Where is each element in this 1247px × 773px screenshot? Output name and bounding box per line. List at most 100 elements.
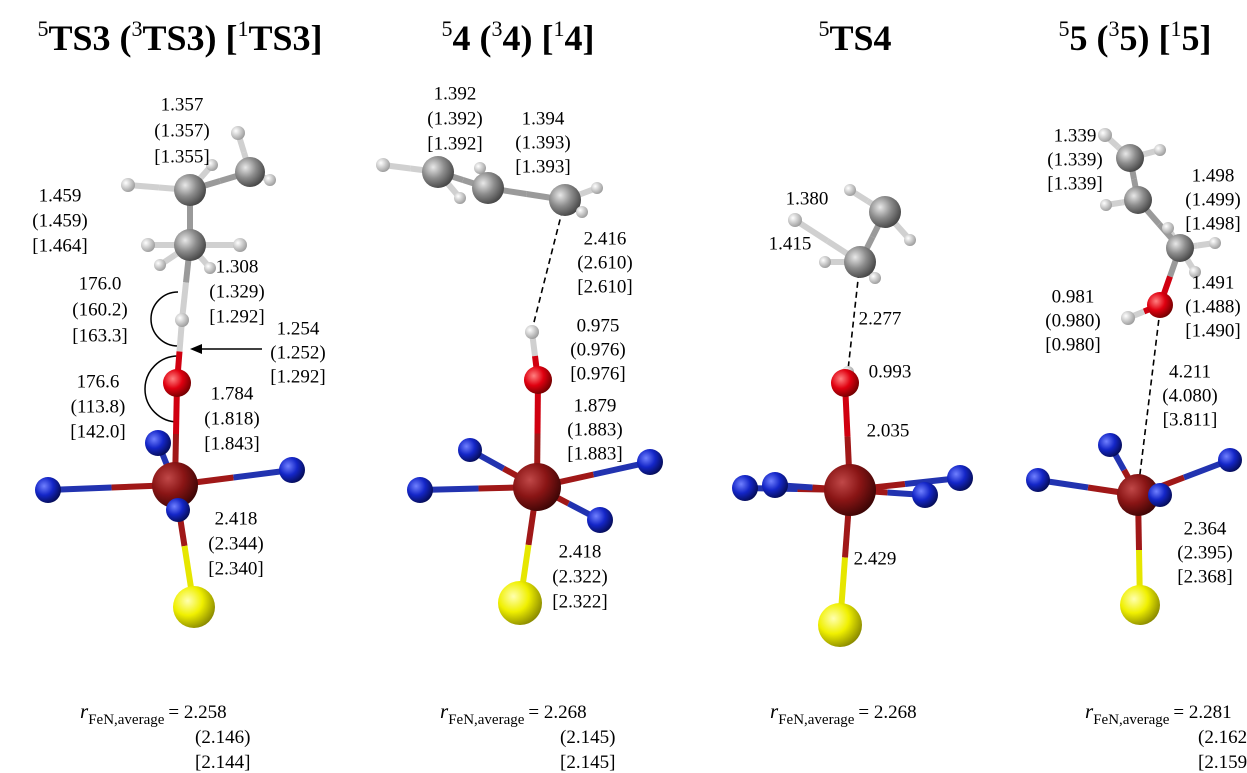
bond-label: [1.883]	[567, 443, 622, 464]
bond-label: [2.322]	[552, 591, 607, 612]
atom	[818, 603, 862, 647]
bond-label: (0.980)	[1045, 310, 1100, 331]
bond-label: 0.981	[1052, 286, 1095, 307]
bond-label: (1.459)	[32, 210, 87, 231]
bond-label: 0.993	[869, 361, 912, 382]
title-superscript: 1	[1170, 16, 1181, 41]
atom	[1209, 237, 1221, 249]
bond-label: 176.0	[79, 273, 122, 294]
atom	[145, 430, 171, 456]
dashed-bond	[532, 200, 565, 330]
bond-label: (1.883)	[567, 419, 622, 440]
atom	[844, 184, 856, 196]
title-text: 4 (	[453, 18, 492, 58]
average-subscript: FeN,average	[448, 712, 525, 728]
atom	[525, 325, 539, 339]
bond-label: 2.429	[854, 548, 897, 569]
atom	[454, 192, 466, 204]
bond-label: (1.392)	[427, 108, 482, 129]
bond-label: 1.459	[39, 185, 82, 206]
atom	[1026, 468, 1050, 492]
bond-label: 1.491	[1192, 272, 1235, 293]
atom	[121, 178, 135, 192]
atom	[869, 272, 881, 284]
atom	[824, 464, 876, 516]
atom	[1162, 222, 1174, 234]
atom	[819, 256, 831, 268]
bond-label: (1.357)	[154, 120, 209, 141]
atom	[458, 438, 482, 462]
page: 5TS3 (3TS3) [1TS3]1.357(1.357)[1.355]1.4…	[0, 0, 1247, 773]
bond-label: (1.339)	[1047, 149, 1102, 170]
atom	[1120, 585, 1160, 625]
bond-label: (1.252)	[270, 342, 325, 363]
atom	[732, 475, 758, 501]
atom	[174, 174, 206, 206]
atom	[498, 581, 542, 625]
average-subscript: FeN,average	[1093, 712, 1170, 728]
bond-label: [1.292]	[270, 366, 325, 387]
atom	[204, 262, 216, 274]
atom	[524, 366, 552, 394]
bond-label: (2.344)	[208, 533, 263, 554]
atom	[1116, 144, 1144, 172]
bond-label: (1.818)	[204, 408, 259, 429]
bond-label: 176.6	[77, 371, 120, 392]
title-text: 4) [	[503, 18, 554, 58]
title-text: 5) [	[1120, 18, 1171, 58]
title-superscript: 5	[1059, 16, 1070, 41]
atom	[35, 477, 61, 503]
atom	[788, 213, 802, 227]
arrow-head	[190, 344, 202, 354]
bond-label: [1.339]	[1047, 173, 1102, 194]
bond-label: [1.490]	[1185, 320, 1240, 341]
average-label: rFeN,average= 2.281	[1085, 699, 1232, 728]
bond-label: 1.879	[574, 395, 617, 416]
atom	[174, 229, 206, 261]
atom	[163, 369, 191, 397]
bond-label: 1.357	[161, 94, 204, 115]
average-value: [2.159]	[1198, 752, 1247, 773]
atom	[173, 586, 215, 628]
bond-label: 1.254	[277, 318, 320, 339]
bond-label: (4.080)	[1162, 385, 1217, 406]
average-value: = 2.258	[168, 702, 226, 723]
average-value: [2.145]	[560, 752, 615, 773]
atom	[264, 174, 276, 186]
bond-label: [163.3]	[72, 325, 127, 346]
atom	[831, 369, 859, 397]
bond-label: [1.498]	[1185, 213, 1240, 234]
atom	[947, 465, 973, 491]
title-superscript: 3	[1109, 16, 1120, 41]
bond-label: 4.211	[1169, 361, 1211, 382]
atom	[235, 157, 265, 187]
bond-label: [2.610]	[577, 276, 632, 297]
average-label: rFeN,average= 2.258	[80, 699, 227, 728]
title-text: TS3 (	[48, 18, 131, 58]
atom	[587, 507, 613, 533]
title-text: 4]	[564, 18, 594, 58]
atom	[407, 477, 433, 503]
bond-label: (1.488)	[1185, 296, 1240, 317]
atom	[912, 482, 938, 508]
bond-label: (160.2)	[72, 299, 127, 320]
average-value: = 2.281	[1173, 702, 1231, 723]
bond-label: (1.393)	[515, 132, 570, 153]
bond-label: 0.975	[577, 315, 620, 336]
average-subscript: FeN,average	[88, 712, 165, 728]
atom	[1148, 483, 1172, 507]
atom	[1154, 144, 1166, 156]
panel-title: 5TS4	[818, 16, 891, 58]
bond-label: (2.322)	[552, 566, 607, 587]
bond-label: 2.416	[584, 228, 627, 249]
atom	[1100, 199, 1112, 211]
bond-label: 2.418	[559, 541, 602, 562]
atom	[1124, 186, 1152, 214]
average-value: = 2.268	[858, 702, 916, 723]
bond-label: 1.394	[522, 108, 565, 129]
average-value: (2.145)	[560, 727, 615, 748]
title-text: TS3]	[249, 18, 323, 58]
bond-label: [0.980]	[1045, 334, 1100, 355]
atom	[637, 449, 663, 475]
bond-label: 2.418	[215, 508, 258, 529]
